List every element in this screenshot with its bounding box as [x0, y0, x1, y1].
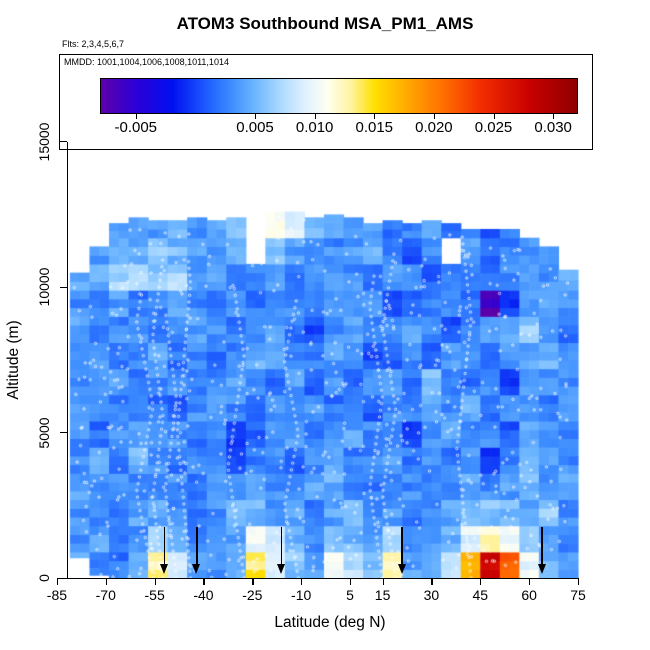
x-axis-tick-label: 75 [570, 587, 586, 603]
arrow-shaft [541, 527, 543, 565]
y-axis-tick-label: 0 [36, 574, 52, 582]
x-axis-tick-label: 15 [374, 587, 391, 603]
x-axis-tick [577, 578, 580, 585]
x-axis-tick-label: -85 [46, 587, 68, 603]
x-axis-tick-label: 30 [423, 587, 440, 603]
y-axis-line [66, 142, 68, 579]
y-axis-tick-label: 5000 [36, 416, 52, 449]
x-axis-tick [480, 578, 482, 585]
arrow-head-icon [537, 564, 546, 574]
x-axis-tick [252, 578, 254, 585]
x-axis-tick [529, 578, 531, 585]
arrow-head-icon [397, 564, 406, 574]
x-axis-tick [154, 578, 156, 585]
y-axis-tick [60, 141, 67, 143]
y-axis-tick [60, 432, 67, 434]
arrow-shaft [163, 527, 166, 565]
x-axis-tick [382, 578, 384, 585]
arrow-shaft [280, 527, 283, 565]
flights-annotation: Flts: 2,3,4,5,6,7 [62, 39, 125, 49]
x-axis-tick-label: -25 [242, 587, 263, 603]
x-axis-tick-label: -55 [144, 587, 165, 603]
x-axis-tick-label: 60 [521, 587, 537, 603]
x-axis-tick [105, 578, 107, 585]
arrow-head-icon [192, 564, 201, 574]
x-axis-tick [431, 578, 433, 585]
heatmap-canvas [68, 85, 592, 578]
x-axis-tick [301, 578, 303, 585]
event-arrow [277, 527, 286, 575]
y-axis-tick-label: 15000 [36, 122, 52, 162]
arrow-shaft [401, 527, 403, 565]
arrow-shaft [196, 527, 198, 565]
x-axis-tick-label: 45 [472, 587, 489, 603]
x-axis-title: Latitude (deg N) [274, 614, 386, 631]
arrow-head-icon [159, 564, 168, 574]
mmdd-annotation: MMDD: 1001,1004,1006,1008,1011,1014 [64, 57, 229, 67]
x-axis-tick-label: -70 [95, 587, 116, 603]
y-axis-tick [60, 286, 67, 288]
y-axis-tick-label: 10000 [36, 267, 52, 307]
y-axis-title: Altitude (m) [5, 320, 22, 400]
event-arrow [537, 527, 547, 575]
event-arrow [397, 527, 407, 575]
event-arrow [159, 527, 169, 575]
x-axis-tick-label: -10 [291, 587, 312, 603]
y-axis-tick [60, 577, 67, 579]
event-arrow [192, 527, 201, 575]
x-axis-tick-label: 5 [346, 587, 354, 603]
x-axis-tick [56, 578, 59, 585]
chart-title: ATOM3 Southbound MSA_PM1_AMS [176, 14, 474, 33]
arrow-head-icon [277, 564, 286, 574]
x-axis-line [57, 578, 578, 580]
x-axis-tick [350, 578, 352, 585]
x-axis-tick [203, 578, 205, 585]
x-axis-tick-label: -40 [193, 587, 214, 603]
